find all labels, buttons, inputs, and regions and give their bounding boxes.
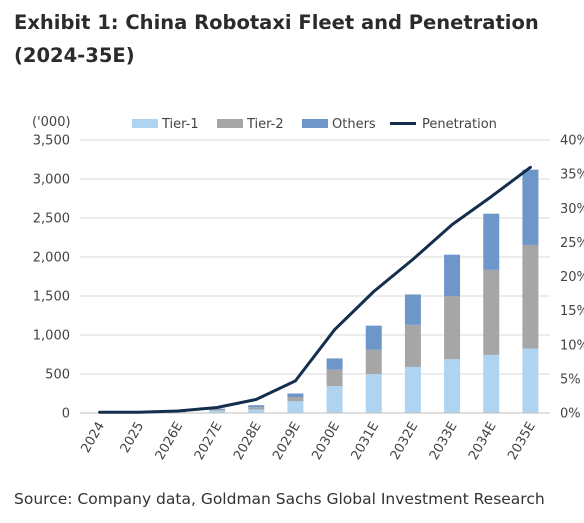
- penetration-point: [98, 411, 101, 414]
- y-left-tick-label: 2,500: [33, 212, 70, 227]
- bar-tier-1: [522, 348, 539, 413]
- y-left-tick-label: 3,000: [33, 173, 70, 188]
- bar-tier-2: [248, 407, 265, 410]
- y-right-tick-label: 40%: [560, 134, 584, 149]
- bar-tier-1: [209, 410, 226, 413]
- bar-tier-2: [209, 409, 226, 411]
- y-left-tick-label: 0: [62, 407, 70, 422]
- penetration-point: [372, 290, 375, 293]
- bar-tier-2: [404, 324, 421, 367]
- penetration-point: [490, 195, 493, 198]
- bar-tier-2: [326, 369, 343, 387]
- bar-others: [326, 358, 343, 370]
- y-right-tick-label: 10%: [560, 338, 584, 353]
- bar-others: [404, 294, 421, 325]
- title-line-2: (2024-35E): [14, 44, 135, 67]
- penetration-point: [529, 166, 532, 169]
- x-tick-label: 2029E: [270, 420, 304, 463]
- y-right-tick-label: 0%: [560, 407, 581, 422]
- x-tick-label: 2027E: [192, 420, 226, 463]
- y-left-tick-label: 3,500: [33, 134, 70, 149]
- legend-swatch: [217, 119, 243, 128]
- bar-tier-1: [444, 359, 461, 413]
- y-left-tick-label: 1,500: [33, 290, 70, 305]
- penetration-point: [255, 398, 258, 401]
- y-left-tick-label: 2,000: [33, 251, 70, 266]
- x-tick-label: 2034E: [466, 420, 500, 463]
- bar-tier-2: [365, 349, 382, 374]
- bar-tier-1: [248, 409, 265, 413]
- y-right-tick-label: 20%: [560, 270, 584, 285]
- bar-others: [365, 325, 382, 350]
- title-line-1: Exhibit 1: China Robotaxi Fleet and Pene…: [14, 11, 539, 34]
- x-tick-label: 2032E: [388, 420, 422, 463]
- bar-tier-1: [365, 374, 382, 413]
- y-right-tick-label: 5%: [560, 372, 581, 387]
- bar-tier-1: [326, 386, 343, 413]
- x-tick-label: 2026E: [153, 420, 187, 463]
- penetration-point: [450, 223, 454, 226]
- penetration-point: [215, 406, 219, 409]
- legend-label: Penetration: [422, 117, 497, 132]
- legend-swatch: [302, 119, 328, 128]
- penetration-point: [137, 411, 140, 414]
- bar-tier-2: [444, 296, 461, 360]
- x-tick-label: 2025: [118, 420, 148, 456]
- x-tick-label: 2035E: [505, 420, 539, 463]
- bar-others: [248, 405, 265, 408]
- y-right-tick-label: 15%: [560, 304, 584, 319]
- x-tick-label: 2028E: [231, 420, 265, 463]
- bar-others: [209, 408, 226, 410]
- chart-title: Exhibit 1: China Robotaxi Fleet and Pene…: [14, 6, 574, 72]
- bar-others: [483, 213, 500, 270]
- y-right-tick-label: 25%: [560, 236, 584, 251]
- bar-others: [287, 393, 304, 398]
- x-tick-label: 2030E: [309, 420, 343, 463]
- penetration-point: [294, 379, 297, 383]
- y-left-tick-label: 1,000: [33, 329, 70, 344]
- penetration-point: [411, 258, 415, 261]
- x-tick-label: 2033E: [427, 420, 461, 463]
- y-left-unit-label: ('000): [32, 115, 71, 130]
- robotaxi-chart: 0 500 1,000 1,500 2,000 2,500 3,000 3,500 0% 5% 10…: [32, 115, 584, 463]
- bar-tier-2: [522, 244, 539, 349]
- bar-tier-1: [483, 354, 500, 413]
- bar-tier-2: [483, 269, 500, 355]
- bar-tier-1: [287, 401, 304, 413]
- bar-others: [522, 169, 539, 245]
- y-right-tick-label: 35%: [560, 168, 584, 183]
- legend-label: Others: [332, 117, 376, 132]
- bar-others: [444, 254, 461, 296]
- penetration-line: [98, 165, 532, 414]
- y-right-tick-label: 30%: [560, 202, 584, 217]
- legend-swatch: [132, 119, 158, 128]
- y-left-tick-label: 500: [45, 368, 70, 383]
- bar-tier-1: [404, 366, 421, 413]
- source-note: Source: Company data, Goldman Sachs Glob…: [14, 490, 545, 508]
- penetration-point: [176, 409, 180, 413]
- legend-label: Tier-2: [246, 117, 284, 132]
- x-tick-label: 2031E: [349, 420, 383, 463]
- penetration-point: [333, 328, 336, 331]
- legend-label: Tier-1: [161, 117, 199, 132]
- x-tick-label: 2024: [79, 420, 109, 456]
- bar-tier-2: [287, 397, 304, 402]
